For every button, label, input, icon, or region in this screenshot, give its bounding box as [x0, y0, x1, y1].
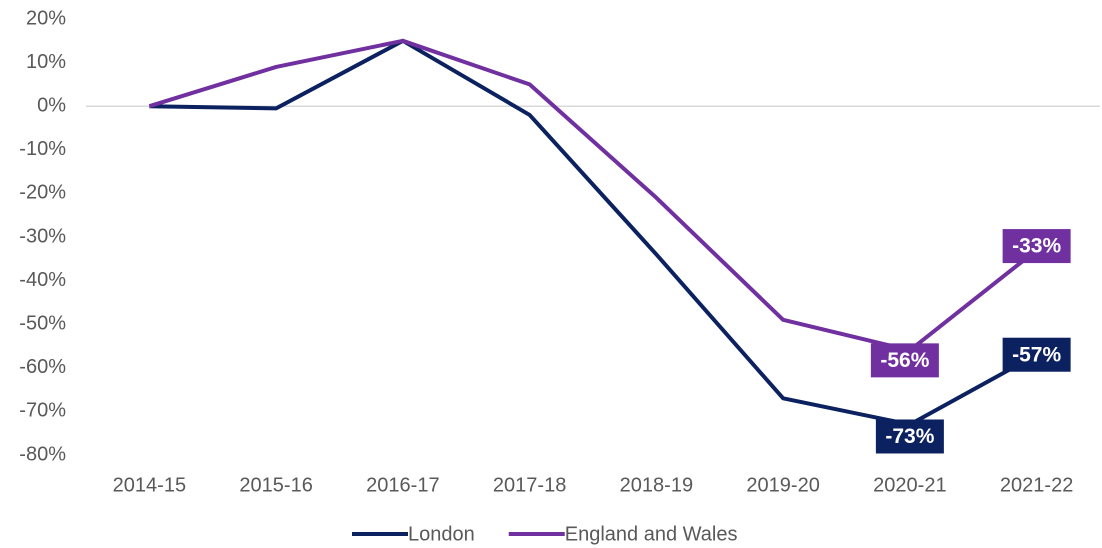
y-tick-label: -40% [19, 269, 66, 291]
y-tick-label: -70% [19, 400, 66, 422]
x-tick-label: 2018-19 [620, 474, 693, 496]
x-tick-label: 2019-20 [746, 474, 819, 496]
y-tick-label: -80% [19, 443, 66, 465]
legend-label: London [408, 523, 475, 545]
data-label: -73% [885, 425, 934, 448]
data-label: -56% [880, 349, 929, 372]
x-tick-label: 2015-16 [239, 474, 312, 496]
data-label-box [1002, 229, 1071, 264]
y-tick-label: 0% [37, 94, 66, 116]
data-label: -33% [1012, 235, 1061, 258]
legend-label: England and Wales [565, 523, 738, 545]
y-tick-label: 20% [26, 7, 66, 29]
x-tick-label: 2020-21 [873, 474, 946, 496]
data-label-box [1002, 337, 1071, 372]
y-tick-label: -60% [19, 356, 66, 378]
y-tick-label: -50% [19, 312, 66, 334]
y-tick-label: -10% [19, 138, 66, 160]
y-tick-label: -20% [19, 182, 66, 204]
data-label: -57% [1012, 343, 1061, 366]
data-label-box [870, 343, 939, 378]
x-tick-label: 2021-22 [1000, 474, 1073, 496]
series-line [148, 38, 1038, 353]
x-tick-label: 2016-17 [366, 474, 439, 496]
y-tick-label: -30% [19, 225, 66, 247]
y-tick-label: 10% [26, 51, 66, 73]
x-tick-label: 2017-18 [493, 474, 566, 496]
x-tick-label: 2014-15 [113, 474, 186, 496]
data-label-box [875, 419, 944, 454]
